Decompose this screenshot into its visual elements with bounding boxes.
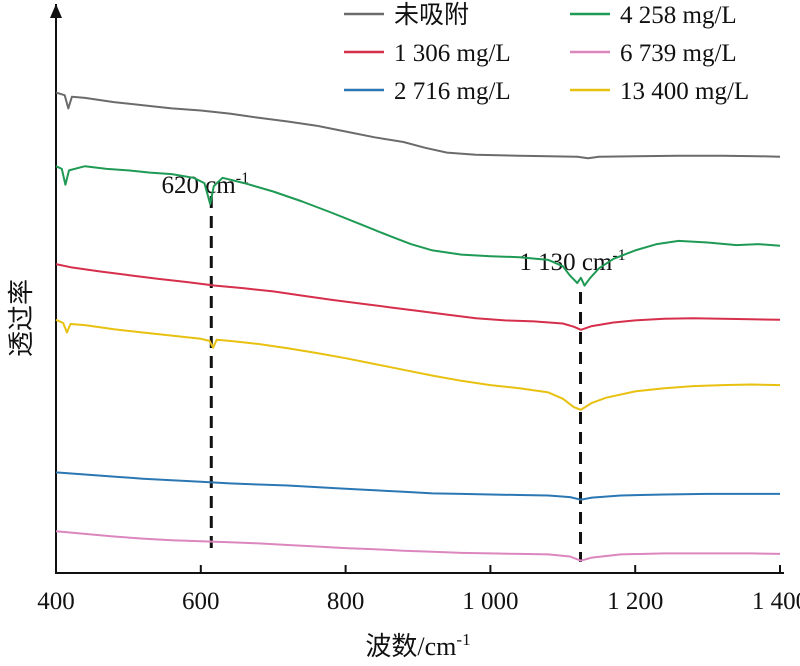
series-line <box>55 318 781 411</box>
x-tick-label: 400 <box>37 588 75 615</box>
series-line <box>55 165 781 287</box>
series-line <box>55 530 781 562</box>
legend-label: 未吸附 <box>394 1 469 29</box>
series-line <box>55 263 781 331</box>
x-axis-title-text: 波数/cm <box>365 632 456 661</box>
legend-label: 13 400 mg/L <box>620 78 749 105</box>
x-tick-label: 1 200 <box>607 588 663 615</box>
annotation-label: 620 cm-1 <box>161 170 249 199</box>
legend-label: 2 716 mg/L <box>394 78 511 105</box>
x-tick-label: 800 <box>327 588 365 615</box>
annotations: 620 cm-11 130 cm-1 <box>161 170 626 562</box>
y-axis-title: 透过率 <box>7 279 36 357</box>
legend-label: 6 739 mg/L <box>620 40 737 67</box>
annotation-label-text: 620 cm <box>161 172 236 199</box>
x-tick-label: 600 <box>182 588 220 615</box>
x-tick-label: 1 000 <box>462 588 518 615</box>
legend-label: 1 306 mg/L <box>394 40 511 67</box>
series-lines <box>55 91 781 562</box>
series-line <box>55 91 781 160</box>
y-axis-arrow-icon <box>50 4 62 18</box>
x-tick-label: 1 400 <box>752 588 800 615</box>
annotation-label-sup: -1 <box>612 247 625 264</box>
legend-label: 4 258 mg/L <box>620 2 737 29</box>
legend: 未吸附 4 258 mg/L 1 306 mg/L 6 739 mg/L 2 716 m… <box>344 1 749 105</box>
x-axis-title-sup: -1 <box>456 630 470 649</box>
x-axis-title: 波数/cm-1 <box>365 630 470 661</box>
series-line <box>55 471 780 501</box>
